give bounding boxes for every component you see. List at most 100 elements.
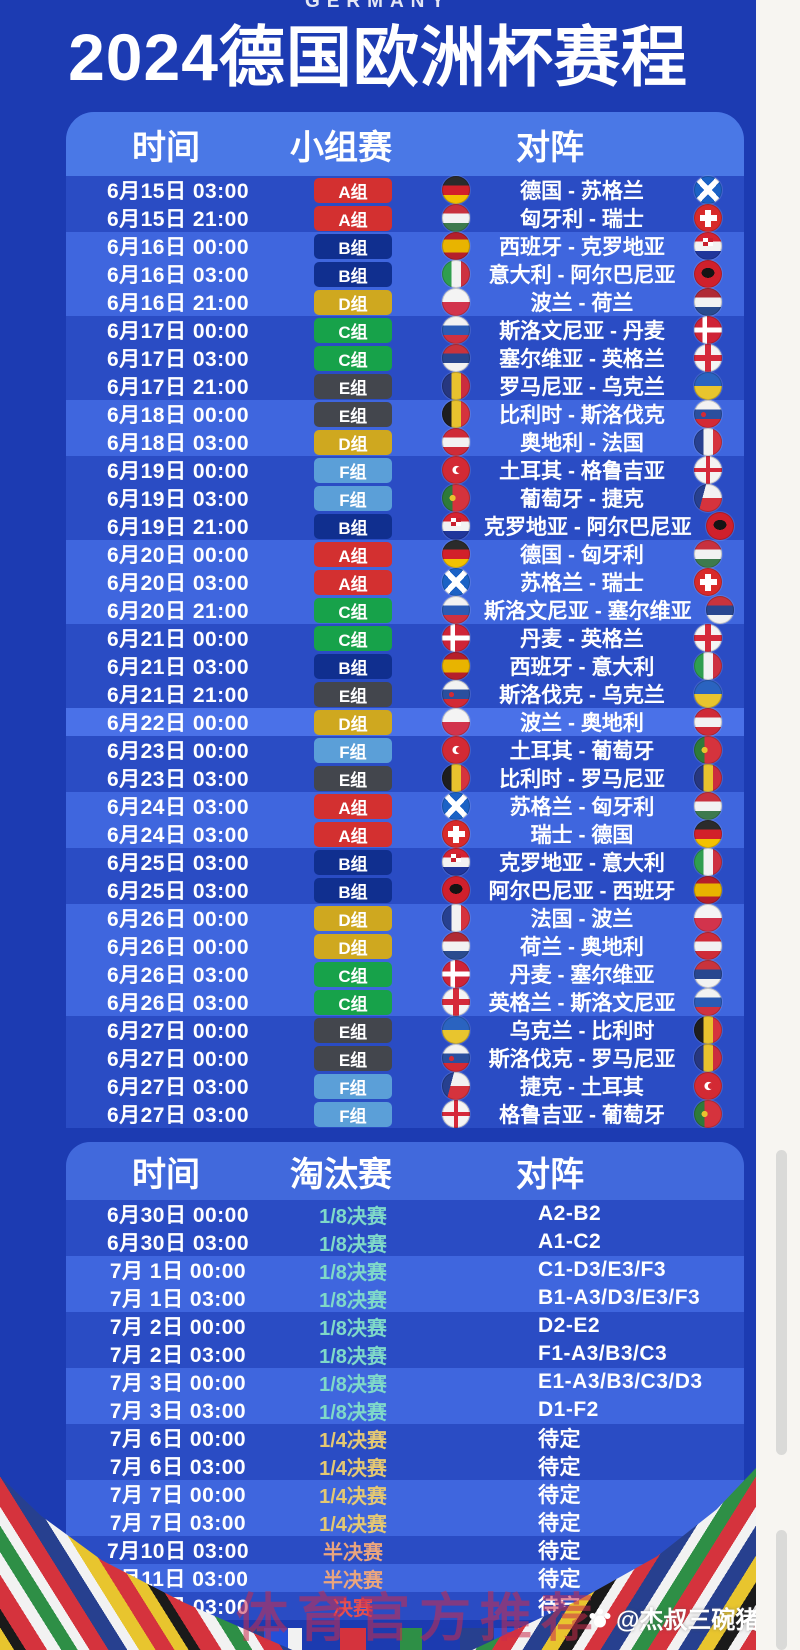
poster: GERMANY 2024德国欧洲杯赛程 时间 小组赛 对阵 6月15日 03:0… — [0, 0, 756, 1650]
schedule-row: 6月17日 00:00 C组 斯洛文尼亚 - 丹麦 — [66, 316, 744, 344]
knockout-row: 7月 2日 00:00 1/8决赛 D2-E2 — [66, 1312, 744, 1340]
group-badge: B组 — [314, 849, 392, 875]
match-time: 6月18日 03:00 — [106, 432, 250, 455]
schedule-row: 6月22日 00:00 D组 波兰 - 奥地利 — [66, 708, 744, 736]
group-badge: F组 — [314, 1073, 392, 1099]
page-title: 2024德国欧洲杯赛程 — [68, 20, 688, 94]
match-time: 6月20日 03:00 — [106, 572, 250, 595]
away-team-flag-icon — [694, 652, 722, 680]
group-badge: B组 — [314, 877, 392, 903]
away-team-flag-icon — [694, 568, 722, 596]
knockout-row: 7月 1日 00:00 1/8决赛 C1-D3/E3/F3 — [66, 1256, 744, 1284]
schedule-row: 6月24日 03:00 A组 苏格兰 - 匈牙利 — [66, 792, 744, 820]
home-team-flag-icon — [442, 960, 470, 988]
schedule-row: 6月26日 00:00 D组 荷兰 - 奥地利 — [66, 932, 744, 960]
match-time: 6月17日 03:00 — [106, 348, 250, 371]
home-team-flag-icon — [442, 624, 470, 652]
match-time: 6月19日 03:00 — [106, 488, 250, 511]
group-badge: B组 — [314, 653, 392, 679]
knockout-table: 时间 淘汰赛 对阵 6月30日 00:00 1/8决赛 A2-B2 6月30日 … — [66, 1142, 744, 1620]
match-teams: 塞尔维亚 - 英格兰 — [499, 348, 665, 371]
match-time: 6月26日 00:00 — [106, 908, 250, 931]
away-team-flag-icon — [694, 624, 722, 652]
group-badge: C组 — [314, 317, 392, 343]
schedule-row: 6月21日 03:00 B组 西班牙 - 意大利 — [66, 652, 744, 680]
group-badge: E组 — [314, 681, 392, 707]
away-team-flag-icon — [694, 288, 722, 316]
home-team-flag-icon — [442, 736, 470, 764]
schedule-row: 6月17日 03:00 C组 塞尔维亚 - 英格兰 — [66, 344, 744, 372]
match-time: 7月 2日 03:00 — [109, 1344, 247, 1367]
match-time: 6月27日 03:00 — [106, 1076, 250, 1099]
match-time: 6月15日 21:00 — [106, 208, 250, 231]
schedule-row: 6月27日 00:00 E组 斯洛伐克 - 罗马尼亚 — [66, 1044, 744, 1072]
match-teams: 比利时 - 罗马尼亚 — [499, 768, 665, 791]
home-team-flag-icon — [442, 1072, 470, 1100]
opponent-label: 待定 — [538, 1540, 581, 1563]
group-badge: A组 — [314, 205, 392, 231]
home-team-flag-icon — [442, 568, 470, 596]
group-badge: C组 — [314, 345, 392, 371]
group-badge: F组 — [314, 457, 392, 483]
schedule-row: 6月25日 03:00 B组 克罗地亚 - 意大利 — [66, 848, 744, 876]
match-time: 6月20日 21:00 — [106, 600, 250, 623]
stage-label: 1/8决赛 — [319, 1261, 387, 1284]
home-team-flag-icon — [442, 400, 470, 428]
stage-label: 1/8决赛 — [319, 1289, 387, 1312]
knockout-row: 7月 7日 03:00 1/4决赛 待定 — [66, 1508, 744, 1536]
schedule-row: 6月19日 03:00 F组 葡萄牙 - 捷克 — [66, 484, 744, 512]
group-badge: F组 — [314, 1101, 392, 1127]
match-time: 6月19日 21:00 — [106, 516, 250, 539]
match-time: 6月27日 00:00 — [106, 1048, 250, 1071]
schedule-row: 6月21日 00:00 C组 丹麦 - 英格兰 — [66, 624, 744, 652]
schedule-row: 6月20日 21:00 C组 斯洛文尼亚 - 塞尔维亚 — [66, 596, 744, 624]
stage-label: 决赛 — [333, 1597, 373, 1620]
match-teams: 克罗地亚 - 阿尔巴尼亚 — [484, 516, 692, 539]
match-teams: 丹麦 - 塞尔维亚 — [509, 964, 655, 987]
away-team-flag-icon — [694, 792, 722, 820]
away-team-flag-icon — [694, 820, 722, 848]
home-team-flag-icon — [442, 1100, 470, 1128]
match-time: 6月23日 03:00 — [106, 768, 250, 791]
home-team-flag-icon — [442, 652, 470, 680]
schedule-row: 6月18日 03:00 D组 奥地利 - 法国 — [66, 428, 744, 456]
schedule-row: 6月19日 00:00 F组 土耳其 - 格鲁吉亚 — [66, 456, 744, 484]
match-teams: 比利时 - 斯洛伐克 — [499, 404, 665, 427]
group-stage-rows: 6月15日 03:00 A组 德国 - 苏格兰 6月15日 21:00 A组 — [66, 176, 744, 1128]
stage-label: 1/8决赛 — [319, 1205, 387, 1228]
paw-icon — [589, 1608, 611, 1627]
promo-watermark: 体育官方推荐 — [236, 1590, 603, 1648]
away-team-flag-icon — [694, 904, 722, 932]
match-time: 6月26日 03:00 — [106, 992, 250, 1015]
group-badge: C组 — [314, 597, 392, 623]
away-team-flag-icon — [694, 316, 722, 344]
match-teams: 土耳其 - 格鲁吉亚 — [499, 460, 665, 483]
match-time: 6月30日 00:00 — [106, 1204, 250, 1227]
schedule-row: 6月16日 21:00 D组 波兰 - 荷兰 — [66, 288, 744, 316]
home-team-flag-icon — [442, 848, 470, 876]
opponent-label: D2-E2 — [538, 1314, 601, 1337]
match-time: 6月22日 00:00 — [106, 712, 250, 735]
match-teams: 西班牙 - 意大利 — [509, 656, 655, 679]
away-team-flag-icon — [694, 708, 722, 736]
stage-label: 1/4决赛 — [319, 1513, 387, 1536]
match-time: 6月17日 21:00 — [106, 376, 250, 399]
match-teams: 德国 - 匈牙利 — [520, 544, 644, 567]
match-time: 6月15日 03:00 — [106, 180, 250, 203]
away-team-flag-icon — [694, 680, 722, 708]
scrollbar-thumb[interactable] — [776, 1150, 787, 1455]
schedule-row: 6月15日 03:00 A组 德国 - 苏格兰 — [66, 176, 744, 204]
group-badge: B组 — [314, 261, 392, 287]
group-badge: E组 — [314, 1017, 392, 1043]
match-teams: 克罗地亚 - 意大利 — [499, 852, 665, 875]
group-badge: C组 — [314, 625, 392, 651]
match-teams: 土耳其 - 葡萄牙 — [509, 740, 655, 763]
home-team-flag-icon — [442, 792, 470, 820]
knockout-row: 7月 3日 03:00 1/8决赛 D1-F2 — [66, 1396, 744, 1424]
away-team-flag-icon — [694, 932, 722, 960]
group-badge: B组 — [314, 513, 392, 539]
home-team-flag-icon — [442, 316, 470, 344]
match-teams: 匈牙利 - 瑞士 — [520, 208, 644, 231]
match-time: 7月 2日 00:00 — [109, 1316, 247, 1339]
scrollbar-thumb[interactable] — [776, 1530, 787, 1650]
